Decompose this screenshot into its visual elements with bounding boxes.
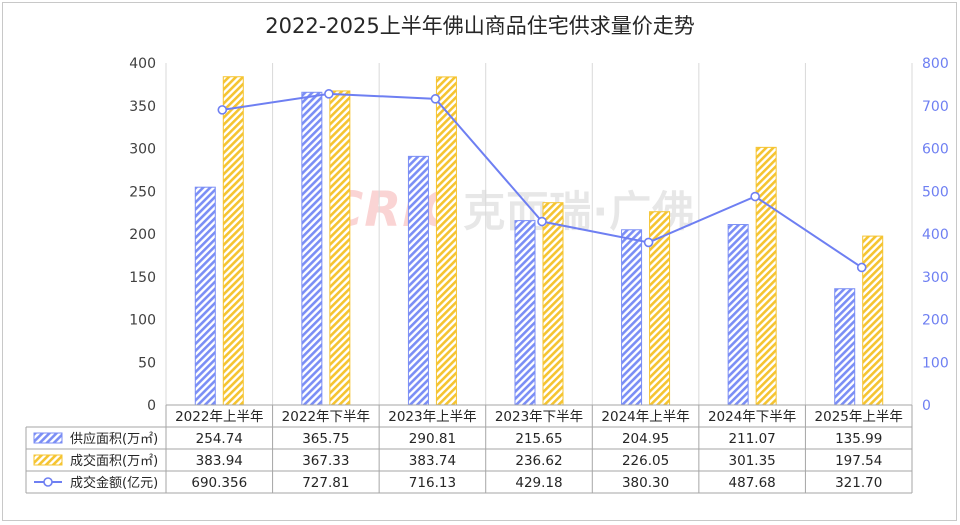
y-left-tick-label: 100 [129,313,156,329]
category-label: 2024年下半年 [708,409,796,425]
legend-key-amount-marker [43,477,53,487]
grid-layer [165,63,913,405]
table-cell-supply: 290.81 [409,431,456,447]
line-amount-point [856,262,867,273]
table-cell-supply: 365.75 [302,431,349,447]
table-cell-amount: 716.13 [409,475,456,491]
y-right-tick-label: 400 [922,227,949,243]
line-amount-point [643,237,654,248]
table-cell-deal: 367.33 [302,453,349,469]
bar-supply [621,229,643,406]
line-amount-point [324,89,334,99]
bar-supply [407,155,429,406]
legend-label-amount: 成交金额(亿元) [70,475,158,491]
y-right-tick-label: 0 [922,398,931,414]
y-right-tick-label: 700 [922,99,949,115]
legend-label-deal: 成交面积(万㎡) [70,453,158,469]
table-cell-deal: 197.54 [835,453,882,469]
y-left-tick-label: 250 [129,184,156,200]
category-label: 2025年上半年 [815,409,903,425]
table-cell-amount: 429.18 [515,475,562,491]
y-right-tick-label: 800 [922,56,949,72]
table-cell-amount: 321.70 [835,475,882,491]
legend-label-supply: 供应面积(万㎡) [70,431,158,447]
table-cell-supply: 215.65 [515,431,562,447]
bar-deal [435,76,457,406]
table-cell-deal: 383.94 [196,453,243,469]
table-cell-supply: 135.99 [835,431,882,447]
bar-supply [301,91,323,406]
bar-deal [329,90,351,406]
line-amount-point [217,105,228,115]
category-label: 2023年下半年 [495,409,583,425]
bar-supply [514,220,536,406]
table-cell-amount: 380.30 [622,475,669,491]
y-left-tick-label: 350 [129,99,156,115]
table-cell-amount: 690.356 [191,475,247,491]
table-cell-deal: 236.62 [515,453,562,469]
data-table: 2022年上半年 2022年下半年 2023年上半年 2023年下半年 2024年上半年… [25,404,913,494]
y-right-tick-label: 300 [922,270,949,286]
bar-supply [194,186,216,406]
line-layer [217,89,867,273]
table-cell-deal: 383.74 [409,453,456,469]
bar-supply [834,288,856,406]
bars-layer [194,76,884,406]
y-left-tick-label: 150 [129,270,156,286]
chart-title: 2022-2025上半年佛山商品住宅供求量价走势 [265,14,695,38]
table-cell-supply: 204.95 [622,431,669,447]
category-label: 2022年上半年 [175,409,263,425]
y-right-tick-label: 200 [922,313,949,329]
category-label: 2022年下半年 [282,409,370,425]
y-left-tick-label: 200 [129,227,156,243]
line-amount-point [750,191,760,202]
category-label: 2023年上半年 [388,409,476,425]
bar-deal [542,202,564,406]
y-left-tick-label: 400 [129,56,156,72]
y-left-tick-label: 300 [129,142,156,158]
table-cell-deal: 226.05 [622,453,669,469]
y-left-tick-label: 50 [138,355,156,371]
table-cell-supply: 211.07 [729,431,776,447]
y-right-tick-label: 100 [922,355,949,371]
line-amount-point [430,94,441,104]
table-cell-supply: 254.74 [196,431,243,447]
y-right-tick-label: 500 [922,184,949,200]
line-amount-point [537,216,547,227]
legend-key-deal [33,454,63,466]
table-cell-amount: 487.68 [729,475,776,491]
category-label: 2024年上半年 [601,409,689,425]
bar-supply [727,224,749,406]
y-right-tick-label: 600 [922,142,949,158]
bar-deal [755,146,777,406]
bar-deal [862,235,884,406]
bar-deal [222,76,244,406]
axis-layer: 0 50 100 150 200 250 300 350 400 0 100 200 300 400 500… [129,56,948,414]
legend-key-supply [33,432,63,444]
y-left-tick-label: 0 [147,398,156,414]
table-cell-deal: 301.35 [729,453,776,469]
table-cell-amount: 727.81 [302,475,349,491]
